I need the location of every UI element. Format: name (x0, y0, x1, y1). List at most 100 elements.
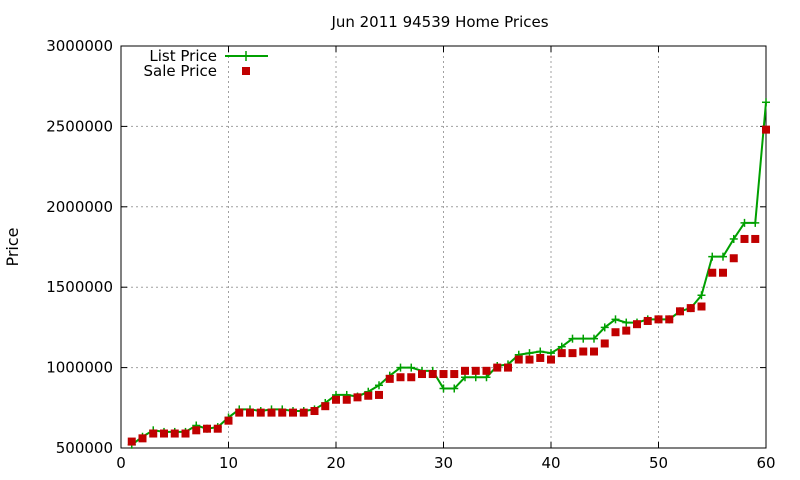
sale-price-point (213, 424, 222, 433)
chart-title: Jun 2011 94539 Home Prices (330, 13, 548, 31)
list-price-point (396, 363, 405, 372)
list-price-point (697, 291, 706, 300)
sale-price-point (697, 302, 706, 311)
sale-price-point (235, 408, 244, 417)
sale-price-point (493, 363, 502, 372)
grid-lines (121, 46, 766, 448)
sale-price-point (170, 429, 179, 438)
list-price-point (375, 381, 383, 390)
list-price-point (719, 252, 727, 261)
list-price-point (600, 323, 609, 332)
legend: List Price Sale Price (144, 47, 268, 80)
y-tick-label: 1500000 (46, 278, 113, 296)
sale-price-point (686, 304, 695, 313)
sale-price-point (471, 366, 480, 375)
sale-price-point (729, 254, 738, 263)
sale-price-point (740, 234, 749, 243)
sale-price-point (385, 374, 394, 383)
sale-price-point (568, 349, 577, 358)
sale-price-point (246, 408, 254, 417)
y-tick-label: 2000000 (46, 198, 113, 216)
sale-price-point (160, 429, 168, 438)
list-price-point (579, 334, 588, 343)
sale-price-point (504, 363, 512, 372)
sale-price-point (127, 437, 136, 446)
sale-price-point (138, 434, 147, 443)
sale-price-point (418, 370, 426, 379)
sale-price-point (557, 349, 566, 358)
sale-price-point (514, 355, 523, 364)
sale-price-point (353, 393, 362, 402)
sale-price-point (676, 307, 684, 316)
sale-price-point (708, 268, 717, 277)
y-axis-label: Price (3, 227, 22, 266)
sale-price-point (590, 347, 598, 356)
axis-ticks: 0 10 20 30 40 50 60 500000 1000000 1500000 2000000… (46, 37, 775, 472)
sale-price-point (600, 339, 609, 348)
sale-price-point (332, 395, 340, 404)
sale-price-point (654, 315, 663, 324)
sale-price-point (256, 408, 265, 417)
y-tick-label: 500000 (56, 439, 113, 457)
list-price-point (611, 315, 620, 324)
sale-price-point (719, 268, 727, 277)
sale-price-point (536, 353, 545, 362)
series-list-price (127, 98, 770, 449)
sale-price-point (289, 408, 297, 417)
y-tick-label: 3000000 (46, 37, 113, 55)
series-sale-price (127, 125, 770, 446)
series-layer (127, 98, 770, 449)
sale-price-point (579, 347, 588, 356)
sale-price-point (342, 395, 351, 404)
list-price-point (450, 384, 459, 393)
sale-price-point (321, 402, 330, 411)
x-tick-label: 10 (219, 454, 238, 472)
sale-price-point (622, 326, 631, 335)
list-price-point (729, 234, 738, 243)
list-price-point (622, 318, 631, 327)
x-tick-label: 0 (116, 454, 126, 472)
sale-price-point (751, 234, 760, 243)
x-tick-label: 20 (326, 454, 345, 472)
sale-price-point (224, 416, 233, 425)
list-price-point (568, 334, 577, 343)
list-price-point (762, 98, 770, 107)
list-price-line (131, 102, 767, 446)
sale-price-point (396, 373, 405, 382)
sale-price-point (547, 355, 555, 364)
sale-price-point (267, 408, 276, 417)
sale-price-point (310, 407, 319, 416)
sale-price-point (364, 391, 373, 400)
sale-price-point (633, 320, 641, 329)
legend-label-list-price: List Price (149, 47, 217, 65)
list-price-point (590, 334, 598, 343)
y-tick-label: 2500000 (46, 117, 113, 135)
y-tick-label: 1000000 (46, 359, 113, 377)
sale-price-point (149, 429, 158, 438)
sale-price-point (181, 429, 190, 438)
sale-price-point (525, 355, 534, 364)
sale-price-point (299, 408, 308, 417)
legend-marker-list-price (241, 51, 251, 61)
sale-price-point (407, 373, 416, 382)
legend-label-sale-price: Sale Price (144, 62, 217, 80)
sale-price-point (278, 408, 287, 417)
x-tick-label: 50 (649, 454, 668, 472)
sale-price-point (375, 390, 383, 399)
list-price-point (708, 252, 717, 261)
sale-price-point (461, 366, 469, 375)
x-tick-label: 40 (541, 454, 560, 472)
sale-price-point (450, 370, 459, 379)
sale-price-point (203, 424, 211, 433)
list-price-point (407, 363, 416, 372)
sale-price-point (192, 426, 201, 435)
sale-price-point (439, 370, 448, 379)
sale-price-point (665, 315, 674, 324)
legend-marker-sale-price (242, 67, 250, 75)
sale-price-point (482, 366, 491, 375)
sale-price-point (428, 370, 437, 379)
sale-price-point (611, 328, 620, 337)
x-tick-label: 30 (434, 454, 453, 472)
list-price-point (439, 384, 448, 393)
